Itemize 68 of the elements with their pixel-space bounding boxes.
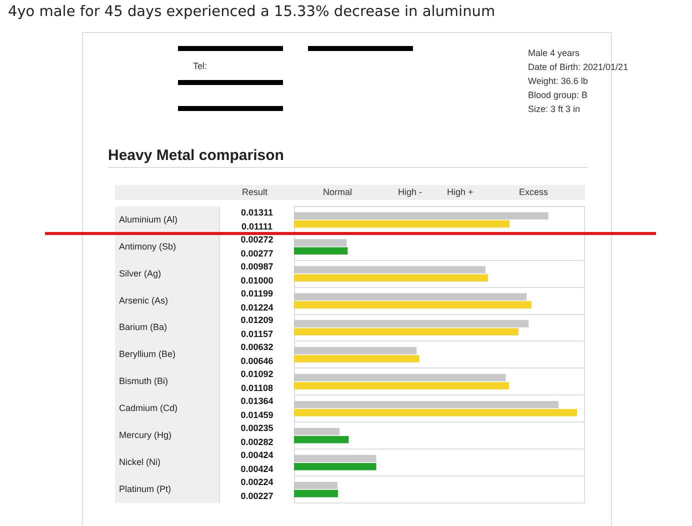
- text: Blood group: B: [528, 90, 588, 100]
- bar: [294, 355, 420, 362]
- y-tick-label: Platinum (Pt): [119, 484, 172, 494]
- data-label: 0.00224: [240, 477, 274, 488]
- bar: [294, 301, 532, 308]
- bar: [294, 274, 488, 282]
- bar: [294, 212, 548, 220]
- chart-title: 4yo male for 45 days experienced a 15.33% decrease in aluminum: [8, 4, 496, 20]
- data-label: 0.00277: [240, 248, 274, 258]
- text: Normal: [323, 187, 352, 197]
- bar: [294, 374, 506, 382]
- bar: [294, 320, 529, 328]
- data-label: 0.01199: [240, 288, 274, 298]
- bar: [294, 409, 578, 416]
- text: High -: [398, 187, 422, 197]
- data-label: 0.00424: [240, 450, 274, 460]
- chart-subtitle: Heavy Metal comparison: [108, 147, 588, 168]
- bar: [294, 328, 518, 336]
- text: Result: [242, 187, 268, 197]
- bar: [294, 436, 349, 444]
- data-label: 0.01311: [240, 207, 274, 218]
- data-label: 0.00282: [240, 437, 274, 448]
- bar: [294, 293, 527, 300]
- data-label: 0.01108: [240, 383, 274, 394]
- bar: [294, 220, 510, 228]
- y-tick-label: Cadmium (Cd): [119, 403, 178, 414]
- bar: [294, 400, 559, 408]
- bar: [294, 490, 338, 498]
- data-label: 0.01224: [240, 302, 274, 312]
- bar: [294, 454, 376, 462]
- text: Excess: [519, 187, 548, 197]
- text: Size: 3 ft 3 in: [528, 104, 580, 114]
- text: Weight: 36.6 lb: [528, 76, 588, 86]
- bar: [294, 462, 376, 470]
- data-label: 0.01459: [240, 410, 274, 420]
- text: High +: [447, 187, 474, 197]
- data-label: 0.00424: [240, 464, 274, 474]
- data-label: 0.01000: [240, 275, 274, 286]
- y-tick-label: Bismuth (Bi): [119, 376, 168, 386]
- text: Male 4 years: [528, 48, 580, 58]
- data-label: 0.01209: [240, 315, 274, 326]
- data-label: 0.01364: [240, 396, 274, 406]
- data-label: 0.00272: [240, 234, 274, 244]
- data-label: 0.01092: [240, 369, 274, 380]
- text: Tel:: [193, 61, 208, 71]
- bar: [294, 247, 348, 255]
- data-label: 0.00632: [240, 342, 274, 352]
- y-tick-label: Beryllium (Be): [119, 349, 176, 360]
- data-label: 0.00987: [240, 261, 274, 272]
- y-tick-label: Mercury (Hg): [119, 430, 172, 440]
- data-label: 0.01157: [240, 329, 274, 340]
- data-label: 0.00646: [240, 356, 274, 366]
- y-tick-label: Arsenic (As): [119, 295, 168, 306]
- bar: [294, 239, 347, 246]
- y-tick-label: Nickel (Ni): [119, 457, 160, 468]
- bar: [294, 347, 417, 354]
- y-tick-label: Silver (Ag): [119, 268, 162, 278]
- data-label: 0.00235: [240, 423, 274, 434]
- bar: [294, 428, 340, 436]
- y-tick-label: Barium (Ba): [119, 322, 168, 332]
- text: Date of Birth: 2021/01/21: [528, 62, 628, 72]
- bar: [294, 266, 486, 274]
- y-tick-label: Antimony (Sb): [119, 241, 176, 252]
- data-label: 0.00227: [240, 491, 274, 502]
- bar: [294, 482, 338, 490]
- y-tick-label: Aluminium (Al): [119, 214, 178, 224]
- data-label: 0.01111: [241, 221, 273, 232]
- bar: [294, 382, 509, 390]
